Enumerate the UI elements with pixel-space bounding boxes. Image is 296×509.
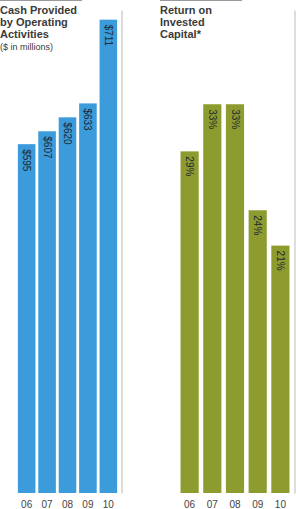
- x-tick: 08: [62, 493, 74, 509]
- data-label: 21%: [275, 251, 286, 271]
- x-tick-label: 08: [229, 499, 241, 509]
- y-axis-line: [295, 11, 296, 494]
- x-tick: 06: [184, 493, 196, 509]
- chart-title: Cash Provided by Operating Activities: [0, 4, 80, 40]
- x-tick-label: 06: [21, 499, 33, 509]
- y-axis: [122, 11, 123, 494]
- bars: [181, 104, 290, 493]
- chart-root: $595 $607 $620 $633 $711 06 07 08 09 10 Cash Provi…: [0, 0, 296, 509]
- y-axis-line: [122, 11, 123, 494]
- data-label: 33%: [207, 109, 218, 129]
- data-label: $607: [42, 136, 53, 159]
- x-tick: 10: [103, 493, 115, 509]
- top-rule: [160, 0, 242, 1]
- x-tick-label: 10: [103, 499, 115, 509]
- bar: [249, 210, 267, 493]
- x-tick-label: 10: [275, 499, 287, 509]
- x-tick: 07: [42, 493, 54, 509]
- x-axis: 06 07 08 09 10: [184, 493, 286, 509]
- chart-panel: $595 $607 $620 $633 $711 06 07 08 09 10 Cash Provi…: [0, 1, 122, 509]
- x-axis: 06 07 08 09 10: [21, 493, 114, 509]
- bars: [18, 20, 117, 493]
- chart-title-line: Return on: [160, 4, 215, 16]
- x-tick: 09: [82, 493, 94, 509]
- chart-panel: 29% 33% 33% 24% 21% 06 07 08 09 10 Return on Inves…: [160, 1, 295, 509]
- data-label: $711: [103, 25, 114, 47]
- data-label: $620: [62, 122, 73, 145]
- chart-title-line: Capital*: [160, 28, 202, 40]
- chart-title: Return on Invested Capital*: [160, 4, 215, 40]
- bar: [271, 246, 289, 493]
- chart-title-line: Invested: [160, 16, 208, 28]
- bar: [59, 117, 77, 493]
- data-labels: 29% 33% 33% 24% 21%: [184, 109, 286, 270]
- x-tick: 10: [275, 493, 287, 509]
- chart-title-line: Activities: [0, 28, 49, 40]
- y-axis: [295, 11, 296, 494]
- data-label: 24%: [252, 215, 263, 235]
- x-tick: 09: [252, 493, 264, 509]
- x-tick-label: 08: [62, 499, 74, 509]
- bar: [226, 104, 244, 493]
- chart-title-line: Cash Provided: [0, 4, 80, 16]
- x-tick-label: 09: [82, 499, 94, 509]
- data-label: 33%: [230, 109, 241, 129]
- bar: [38, 131, 56, 493]
- data-label: $633: [82, 108, 93, 131]
- chart-title-line: by Operating: [0, 16, 71, 28]
- x-tick: 08: [229, 493, 241, 509]
- x-tick: 07: [207, 493, 219, 509]
- data-label: $595: [21, 149, 32, 172]
- bar: [100, 20, 118, 493]
- chart-subtitle: ($ in millions): [0, 42, 53, 52]
- top-rule: [0, 0, 82, 1]
- x-tick-label: 07: [42, 499, 54, 509]
- bar: [203, 104, 221, 493]
- x-tick-label: 09: [252, 499, 264, 509]
- bar: [181, 151, 199, 493]
- bar: [18, 144, 36, 493]
- x-tick: 06: [21, 493, 33, 509]
- bar: [79, 103, 97, 493]
- x-tick-label: 07: [207, 499, 219, 509]
- data-label: 29%: [184, 156, 195, 176]
- x-tick-label: 06: [184, 499, 196, 509]
